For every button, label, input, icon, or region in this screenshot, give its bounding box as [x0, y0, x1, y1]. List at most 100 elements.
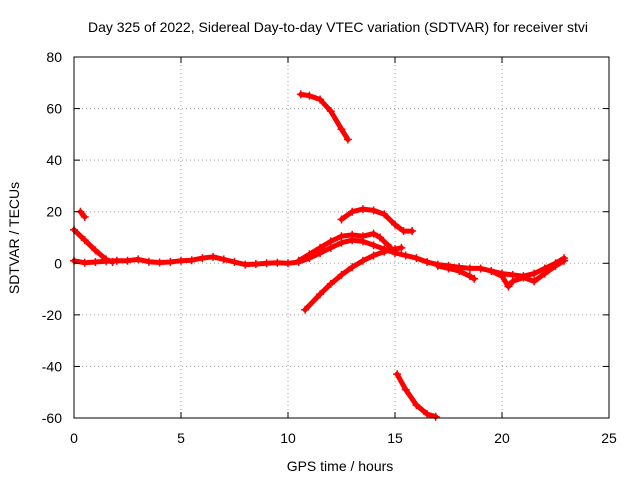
data-point: [241, 260, 250, 269]
x-axis-title: GPS time / hours: [287, 458, 394, 474]
x-tick-label: 25: [601, 430, 617, 446]
data-point: [337, 232, 346, 241]
data-point: [401, 385, 410, 394]
data-point: [337, 125, 346, 134]
data-point: [399, 227, 408, 236]
y-tick-label: -20: [42, 307, 62, 323]
data-point: [376, 233, 385, 242]
data-point: [369, 229, 378, 238]
series-line: [302, 245, 404, 313]
data-point: [219, 255, 228, 264]
data-point: [393, 370, 402, 379]
y-tick-label: -60: [42, 410, 62, 426]
data-point: [358, 256, 367, 265]
data-point: [380, 247, 389, 256]
data-point: [498, 272, 506, 281]
x-tick-label: 0: [70, 430, 78, 446]
data-point: [408, 227, 417, 236]
y-axis-title: SDTVAR / TECUs: [6, 182, 22, 294]
data-point: [166, 257, 175, 266]
data-point: [155, 258, 164, 267]
data-point: [423, 410, 432, 419]
data-point: [455, 267, 464, 276]
plot-frame: [73, 56, 610, 419]
data-point: [348, 207, 357, 216]
data-point: [326, 107, 335, 116]
data-point: [433, 261, 442, 270]
series-track-late-negative: [433, 261, 479, 283]
data-point: [391, 220, 399, 229]
y-tick-label: 40: [46, 152, 62, 168]
data-point: [251, 260, 260, 269]
data-point: [540, 269, 549, 278]
data-point: [337, 270, 346, 279]
data-point: [198, 254, 207, 263]
data-point: [108, 257, 117, 266]
data-point: [80, 258, 89, 267]
data-point: [326, 237, 335, 246]
data-point: [380, 210, 389, 219]
data-point: [530, 277, 539, 286]
data-point: [487, 267, 496, 276]
data-point: [358, 232, 367, 241]
data-point: [316, 95, 325, 104]
data-point: [504, 282, 513, 291]
data-point: [134, 255, 143, 264]
series-track-20: [337, 205, 417, 236]
data-point: [91, 246, 100, 255]
data-point: [123, 256, 132, 265]
data-point: [316, 290, 325, 299]
x-tick-label: 20: [494, 430, 510, 446]
data-point: [348, 263, 357, 272]
data-point: [369, 241, 378, 250]
chart-title: Day 325 of 2022, Sidereal Day-to-day VTE…: [88, 19, 588, 35]
data-point: [301, 305, 310, 314]
data-point: [465, 264, 474, 273]
data-point: [209, 252, 218, 261]
data-point: [358, 205, 367, 214]
data-point: [470, 274, 479, 283]
data-point: [294, 256, 303, 265]
data-point: [102, 255, 111, 264]
data-point: [465, 272, 474, 281]
series-track-late-dip: [487, 256, 569, 291]
y-tick-label: -40: [42, 358, 62, 374]
data-point: [343, 135, 352, 144]
data-point: [230, 257, 239, 266]
y-tick-label: 0: [54, 255, 62, 271]
x-tick-label: 5: [177, 430, 185, 446]
data-point: [348, 230, 357, 239]
axis-ticks: 0 5 10 15 20 25 -60 -40 -20 0 20 40 60 80: [42, 49, 617, 446]
data-point: [508, 277, 517, 286]
data-point: [284, 259, 292, 268]
data-point: [530, 269, 539, 278]
data-point: [519, 273, 528, 282]
data-point: [273, 258, 282, 267]
data-point: [91, 257, 100, 266]
data-point: [187, 256, 196, 265]
data-point: [401, 251, 410, 260]
data-point: [423, 257, 432, 266]
y-tick-label: 60: [46, 101, 62, 117]
data-point: [326, 279, 335, 288]
series-track-start-19: [76, 207, 89, 221]
data-point: [412, 401, 421, 410]
data-point: [296, 90, 305, 99]
data-point: [551, 261, 560, 270]
data-point: [560, 256, 569, 265]
data-point: [476, 264, 485, 273]
data-point: [444, 264, 453, 273]
y-tick-label: 80: [46, 49, 62, 65]
series-track-rising: [301, 243, 406, 314]
data-point: [305, 91, 314, 100]
data-point: [369, 251, 378, 260]
series-line: [394, 371, 439, 420]
data-point: [305, 250, 314, 259]
data-point: [262, 259, 271, 268]
series-track-start-descend: [70, 225, 117, 266]
data-point: [144, 257, 153, 266]
data-point: [80, 236, 89, 245]
data-point: [369, 206, 378, 215]
data-point: [316, 243, 325, 252]
